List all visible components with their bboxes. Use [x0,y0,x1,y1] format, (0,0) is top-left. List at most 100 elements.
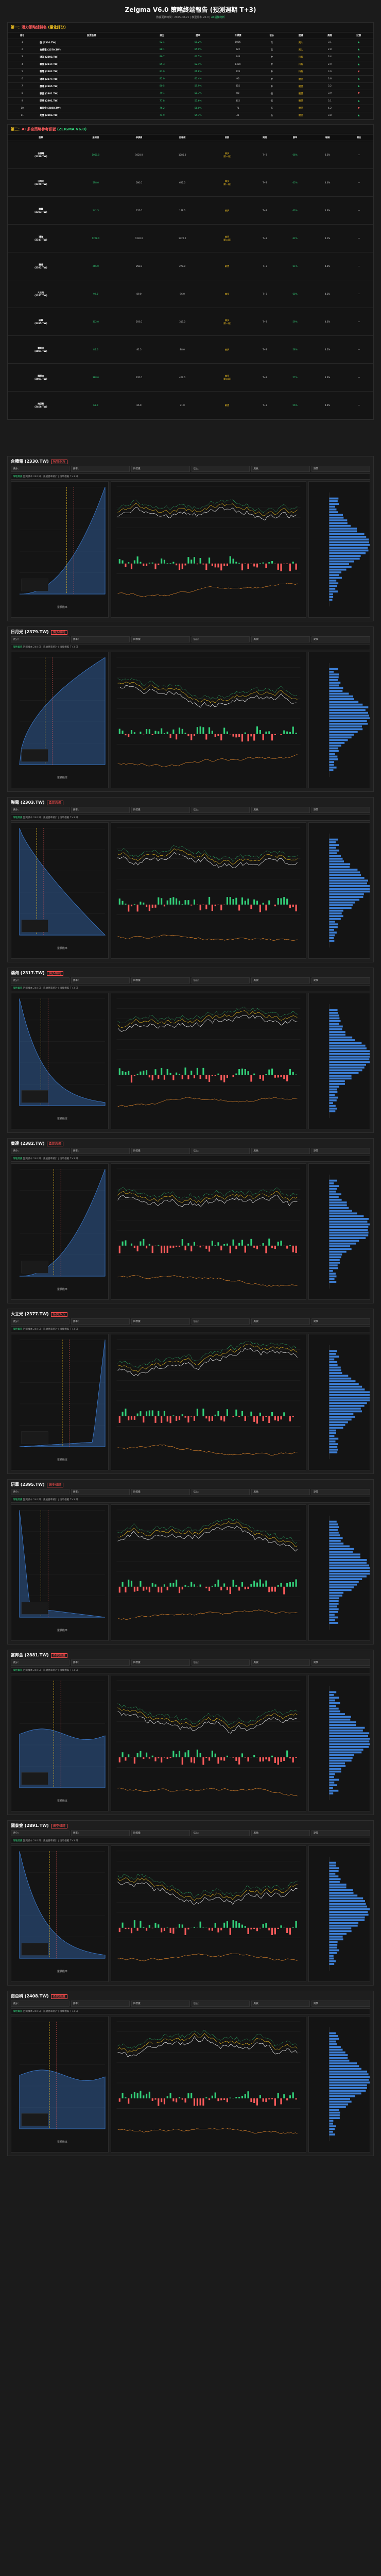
volume-bar [187,1927,189,1930]
histogram-bar [329,1185,339,1188]
volume-bar [292,726,294,734]
table-row[interactable]: 4 聯發 (2317.TW) 85.3 62.1% 1320 中持有 2.9 ▲ [8,61,373,69]
table-row[interactable]: 國泰金 (2891.TW) 388.0 376.0 402.0 偏多 (第二段) T+3 57%… [8,363,373,392]
strategy-cell: 觀望 [204,391,250,420]
price-svg [116,657,301,768]
volume-bar [265,563,267,568]
volume-bar [190,1245,193,1251]
volume-bar [161,728,163,734]
volume-bar [169,1757,171,1758]
volume-bar [196,1067,198,1075]
volume-bar [286,1075,288,1081]
histogram-bar [329,764,334,766]
distribution-svg: 累積機率 [19,1340,106,1462]
legend-box [21,1090,48,1103]
volume-bar [271,734,273,741]
ranking-cell: 3 [8,53,37,61]
advice-badge: 區間震盪 [46,1142,63,1147]
volume-bar [143,1416,145,1423]
strategy-col-2: 停損價 [117,134,161,142]
volume-bar [292,1245,294,1252]
strategy-col-0: 股票 [8,134,74,142]
volume-bar [211,1585,213,1587]
volume-bar [118,1757,120,1762]
volume-bar [220,904,222,911]
volume-bar [253,1581,255,1587]
volume-bar [280,1583,282,1587]
strategy-cell: 1085.0 [161,141,204,170]
table-row[interactable]: 大立光 (2377.TW) 92.0 89.0 96.0 偏多 T+3 60% 4.3% — [8,280,373,309]
volume-bar [166,563,168,564]
table-row[interactable]: 8 微星 (2881.TW) 79.1 58.7% 88 低觀望 3.9 ▼ [8,90,373,98]
table-row[interactable]: 7 廣達 (2395.TW) 80.5 59.9% 315 中觀望 3.2 ▲ [8,82,373,91]
strategy-cell: 63% [280,196,311,225]
distribution-chart: 累積機率 [11,481,109,618]
table-row[interactable]: 台積電 (2330.TW) 1050.0 1020.0 1085.0 偏多 (第一段) T+3… [8,141,373,170]
volume-bar [274,1586,276,1592]
volume-bar [199,1245,201,1248]
strategy-cell: 大立光 (2377.TW) [8,280,74,309]
histogram-bar [329,555,361,557]
table-row[interactable]: 富邦金 (2881.TW) 85.0 82.5 88.0 偏多 T+3 58% 3.5% — [8,335,373,364]
metric-chip: 勝率： [71,977,130,984]
table-row[interactable]: 南亞科 (2408.TW) 68.0 66.0 71.0 觀望 T+3 56% 4.4% — [8,391,373,420]
histogram-bar [329,1424,345,1426]
volume-bar [151,1410,153,1416]
table-row[interactable]: 5 聯電 (2382.TW) 83.9 61.8% 278 中持有 3.0 ▼ [8,68,373,76]
histogram-bar [329,571,342,573]
x-axis-label: 累積機率 [57,1629,67,1632]
volume-bar [217,1927,219,1933]
volume-bar [217,734,219,736]
ranking-cell: 3.1 [315,97,344,105]
ranking-cell: 觀望 [286,105,316,112]
ranking-cell: 62.1% [178,61,219,69]
table-row[interactable]: 廣達 (2382.TW) 266.0 258.0 278.0 觀望 T+3 61% 4.5% — [8,252,373,281]
table-row[interactable]: 6 鴻準 (2377.TW) 82.0 60.4% 96 中觀望 3.6 ▲ [8,75,373,83]
volume-bar [268,1927,270,1930]
table-row[interactable]: 鴻海 (2317.TW) 1268.0 1230.0 1320.0 偏多 (第二段) T+3 6… [8,224,373,253]
volume-bar [238,1243,240,1246]
strategy-cell: 偏多 [204,280,250,309]
volume-bar [253,2098,255,2104]
ranking-cell: 622 [218,46,257,54]
volume-bar [128,2098,130,2104]
table-row[interactable]: 10 富邦金 (2408.TW) 76.2 56.0% 71 低觀望 4.2 ▼ [8,105,373,112]
histogram-bar [329,1520,337,1523]
histogram-bar [329,1416,355,1418]
table-row[interactable]: 聯電 (2303.TW) 141.5 137.0 148.0 偏多 T+3 63% 4.6% — [8,196,373,225]
histogram-bar [329,2084,367,2087]
distribution-svg: 累積機率 [19,1169,106,1291]
volume-bar [235,2097,237,2098]
table-row[interactable]: 日月光 (2379.TW) 598.0 580.0 622.0 偏多 (第一段) T+3 65%… [8,168,373,197]
table-row[interactable]: 2 台積電 (2379.TW) 88.1 65.0% 622 高買入 2.8 ▲ [8,46,373,54]
metric-chip: 信心： [191,636,250,643]
volume-bar [140,562,142,564]
histogram-bar [329,1083,345,1085]
histogram-chart [308,652,370,789]
indicator-line [117,1275,298,1287]
volume-bar [163,1075,165,1080]
volume-bar [292,562,294,564]
histogram-bar [329,1215,364,1217]
volume-bar [277,1757,279,1765]
volume-bar [295,1245,297,1253]
volume-bar [253,899,255,905]
volume-bar [151,1583,153,1587]
ranking-cell: 鴻海 (2303.TW) [37,53,147,61]
volume-bar [241,734,244,742]
volume-bar [253,1755,255,1757]
volume-bar [211,904,213,911]
table-row[interactable]: 11 兆豐 (2886.TW) 74.9 55.3% 41 低觀望 3.8 ▲ [8,112,373,120]
table-row[interactable]: 9 研華 (2891.TW) 77.8 57.6% 402 低觀望 3.1 ▲ [8,97,373,105]
histogram-bar [329,1768,341,1770]
strategy-cell: T+3 [250,308,280,336]
table-row[interactable]: 3 鴻海 (2303.TW) 86.7 63.5% 148 中持有 3.4 ▲ [8,53,373,61]
histogram-bar [329,866,350,868]
ranking-cell: 8 [8,90,37,98]
volume-bar [169,897,171,905]
strategy-cell: 4.1% [310,224,345,253]
volume-bar [133,2092,135,2098]
table-row[interactable]: 研華 (2395.TW) 302.0 293.0 315.0 偏多 (第一段) T+3 59% 4… [8,308,373,336]
histogram-bar [329,582,339,585]
